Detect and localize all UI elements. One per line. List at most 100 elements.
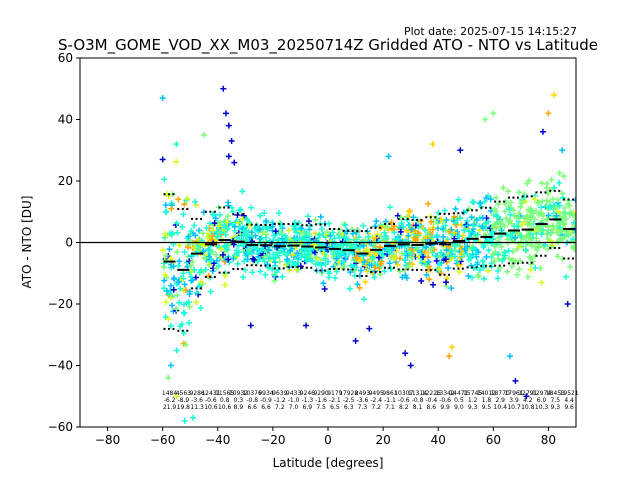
data-point [167,362,174,369]
scatter-points [159,85,576,424]
data-point [423,244,430,251]
data-point [523,213,530,220]
data-point [303,233,309,240]
data-point [552,204,559,211]
bin-stat-label: 8.2 [399,404,409,411]
data-point [443,247,450,254]
bin-stat-label: 9.3 [551,404,561,411]
data-point [390,251,397,257]
data-point [193,289,200,296]
data-point [477,200,484,207]
data-point [386,260,393,267]
bin-stat-label: 2.9 [495,397,505,404]
bin-stat-label: 3.9 [509,397,519,404]
data-point [452,219,459,226]
data-point [408,250,415,257]
data-point [236,207,243,214]
bin-stat-label: 8.9 [234,404,244,411]
data-point [352,337,359,344]
data-point [429,226,436,233]
data-point [548,176,555,183]
data-point [239,188,246,195]
data-point [205,253,212,260]
data-point [245,249,251,256]
data-point [173,158,180,165]
data-point [174,292,181,299]
data-point [556,170,563,177]
data-point [437,216,444,223]
bin-stat-label: 13342 [436,390,455,397]
data-point [525,233,532,240]
data-point [372,234,379,241]
data-point [266,225,273,232]
data-point [495,255,502,262]
data-point [246,218,253,225]
data-point [318,262,325,269]
data-point [377,260,384,267]
data-point [531,216,538,223]
data-point [507,211,514,218]
data-point [206,247,213,254]
bin-stat-label: 1.2 [468,397,478,404]
bin-stat-label: -0.8 [412,397,424,404]
data-point [381,229,388,236]
bin-stat-label: 9246 [300,390,315,397]
data-point [243,227,250,234]
data-point [394,236,401,243]
data-point [159,95,166,101]
data-point [556,179,563,186]
data-point [220,251,226,258]
data-point [459,252,466,259]
bin-stat-label: 18453 [546,390,565,397]
bin-stat-label: -1.6 [315,397,327,404]
data-point [191,266,198,273]
bin-stat-label: 10932 [229,390,248,397]
data-point [561,205,568,211]
data-point [214,257,221,264]
data-point [186,319,192,326]
data-point [420,254,426,260]
data-point [250,255,256,262]
data-point [535,240,541,247]
data-point [525,218,532,225]
data-point [543,216,550,223]
data-point [545,204,552,211]
y-tick: −40 [48,359,80,373]
data-point [218,246,225,252]
data-point [441,207,448,214]
data-point [356,244,363,251]
x-tick-label: −40 [205,433,230,447]
bin-stat-label: 12431 [201,390,220,397]
data-point [465,273,472,280]
data-point [391,229,398,236]
data-point [325,258,332,265]
data-point [551,91,557,98]
data-point [464,250,471,257]
data-point [336,234,343,241]
plot-date-label: Plot date: 2025-07-15 14:15:27 [404,25,577,38]
data-point [481,275,488,282]
data-point [265,264,272,271]
data-point [221,248,228,255]
bin-std-markers [163,189,576,332]
data-point [209,211,216,218]
data-point [534,199,541,206]
data-point [161,277,168,284]
data-point [387,204,394,211]
data-point [505,188,512,195]
data-point [408,226,415,233]
data-point [276,252,283,259]
data-point [468,214,475,221]
data-point [430,281,437,288]
data-point [388,219,395,226]
data-point [524,273,531,280]
data-point [181,301,187,308]
data-point [525,214,531,221]
data-point [165,316,172,322]
data-point [161,176,168,183]
data-point [384,224,391,231]
data-point [185,233,192,240]
data-point [215,223,222,229]
data-point [246,222,253,229]
data-point [196,227,202,234]
